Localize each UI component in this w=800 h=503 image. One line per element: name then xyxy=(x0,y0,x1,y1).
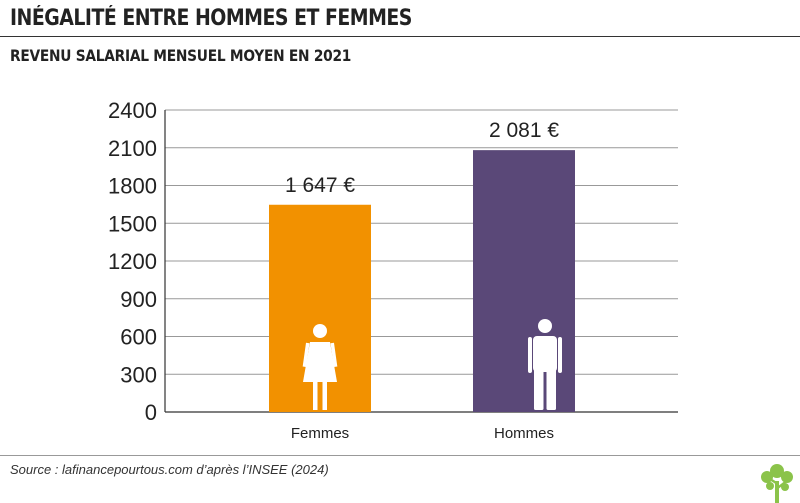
page-subtitle: REVENU SALARIAL MENSUEL MOYEN EN 2021 xyxy=(10,46,352,65)
y-tick-label: 1800 xyxy=(108,174,157,199)
y-tick-label: 0 xyxy=(145,400,157,425)
title-divider xyxy=(0,36,800,37)
source-note: Source : lafinancepourtous.com d’après l… xyxy=(10,462,329,477)
y-tick-label: 600 xyxy=(120,325,157,350)
y-tick-label: 1500 xyxy=(108,211,157,236)
page-title: INÉGALITÉ ENTRE HOMMES ET FEMMES xyxy=(10,6,412,31)
bar-value-label: 1 647 € xyxy=(285,174,355,197)
male-figure-icon xyxy=(528,319,562,410)
female-figure-icon xyxy=(302,324,338,410)
x-tick-label: Hommes xyxy=(494,425,554,442)
y-tick-label: 2400 xyxy=(108,98,157,123)
footer-divider xyxy=(0,455,800,456)
y-tick-label: 300 xyxy=(120,362,157,387)
y-tick-label: 900 xyxy=(120,287,157,312)
bar-value-label: 2 081 € xyxy=(489,119,559,142)
y-tick-label: 1200 xyxy=(108,249,157,274)
y-tick-label: 2100 xyxy=(108,136,157,161)
x-tick-label: Femmes xyxy=(291,425,349,442)
tree-icon xyxy=(761,464,793,503)
